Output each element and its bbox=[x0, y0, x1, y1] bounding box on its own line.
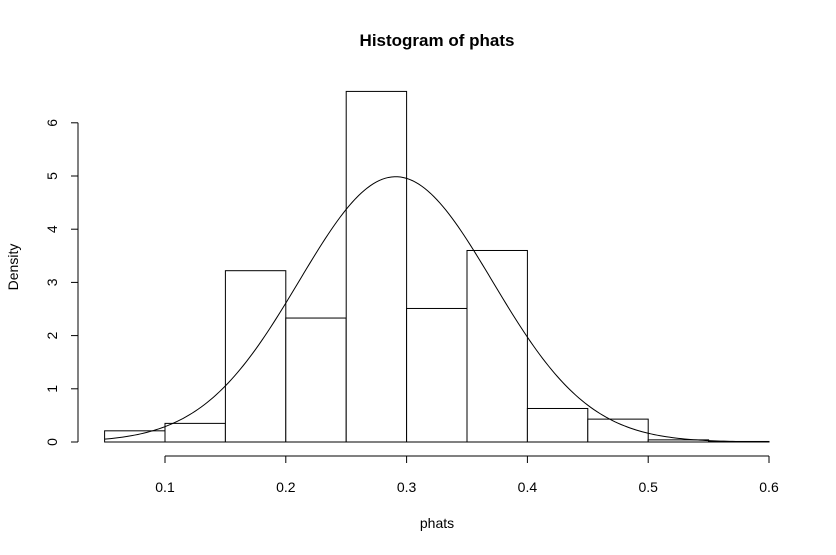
normal-density-curve bbox=[104, 176, 770, 443]
histogram-bar-9 bbox=[587, 418, 649, 443]
y-tick-label-4: 4 bbox=[44, 225, 60, 233]
histogram-bar-1 bbox=[104, 430, 166, 443]
chart-title: Histogram of phats bbox=[360, 31, 515, 50]
histogram-bar-7 bbox=[466, 249, 528, 443]
histogram-bars bbox=[104, 90, 770, 443]
histogram-bar-3 bbox=[224, 270, 287, 443]
y-tick-label-1: 1 bbox=[44, 385, 60, 393]
y-tick-label-6: 6 bbox=[44, 119, 60, 127]
density-curve-group bbox=[104, 176, 770, 443]
histogram-bar-8 bbox=[526, 407, 589, 443]
y-axis: 0 1 2 3 4 5 6 bbox=[44, 119, 79, 446]
x-tick-label-0.1: 0.1 bbox=[155, 479, 175, 495]
histogram-bar-5 bbox=[345, 90, 408, 443]
y-tick-label-2: 2 bbox=[44, 331, 60, 339]
x-tick-label-0.6: 0.6 bbox=[759, 479, 779, 495]
x-tick-label-0.3: 0.3 bbox=[397, 479, 417, 495]
x-tick-label-0.5: 0.5 bbox=[638, 479, 658, 495]
y-tick-label-5: 5 bbox=[44, 172, 60, 180]
histogram-bar-2 bbox=[164, 422, 226, 443]
x-tick-label-0.2: 0.2 bbox=[276, 479, 296, 495]
x-tick-label-0.4: 0.4 bbox=[518, 479, 538, 495]
histogram-bar-6 bbox=[406, 307, 468, 443]
x-axis-label: phats bbox=[420, 515, 454, 531]
histogram-bar-4 bbox=[285, 317, 347, 443]
y-axis-label: Density bbox=[5, 244, 21, 291]
y-tick-label-0: 0 bbox=[44, 438, 60, 446]
x-axis: 0.1 0.2 0.3 0.4 0.5 0.6 bbox=[155, 455, 779, 495]
y-tick-label-3: 3 bbox=[44, 278, 60, 286]
